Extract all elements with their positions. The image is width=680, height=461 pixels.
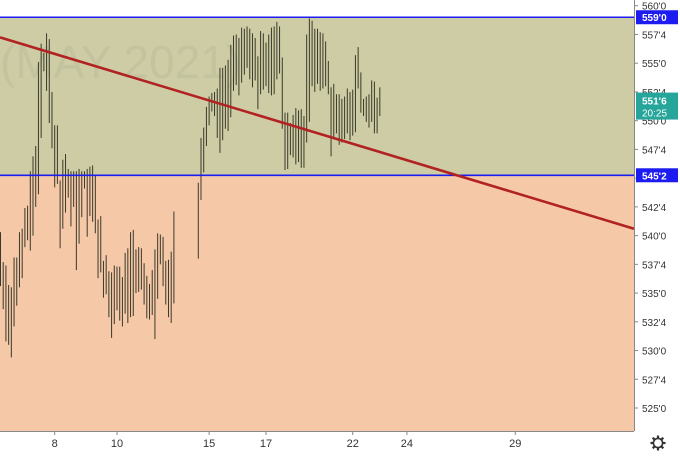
settings-gear-icon[interactable] [650,435,666,451]
trend-line [0,36,635,230]
x-tick-label: 17 [260,438,272,450]
y-tick-label: 527'4 [642,375,667,386]
current-price-badge [636,92,678,120]
level-price-badge [636,168,678,183]
x-tick-label: 8 [52,438,58,450]
y-tick-label: 535'0 [642,289,667,300]
y-tick-label: 555'0 [642,59,667,70]
y-tick-label: 547'4 [642,145,667,156]
x-tick-label: 22 [347,438,359,450]
y-tick-label: 525'0 [642,404,667,415]
x-tick-label: 24 [401,438,413,450]
bar-countdown-timer: 20:25 [642,109,667,120]
x-tick-label: 29 [509,438,521,450]
x-tick-label: 10 [111,438,123,450]
time-axis [0,431,634,456]
watermark-text: (MAY 2021) [0,36,241,88]
level-price-label: 559'0 [642,13,667,24]
y-tick-label: 537'4 [642,260,667,271]
y-tick-label: 530'0 [642,347,667,358]
y-tick-label: 532'4 [642,318,667,329]
y-tick-label: 542'4 [642,203,667,214]
y-tick-label: 560'0 [642,2,667,13]
gear-hub [652,437,664,449]
level-price-badge [636,10,678,25]
lower-zone [0,175,634,431]
y-tick-label: 557'4 [642,30,667,41]
current-price-label: 551'6 [642,97,667,108]
price-axis [634,0,680,456]
top-blank-area [0,0,634,18]
y-tick-label: 550'0 [642,117,667,128]
x-tick-label: 15 [203,438,215,450]
level-price-label: 545'2 [642,171,667,182]
y-tick-label: 540'0 [642,232,667,243]
